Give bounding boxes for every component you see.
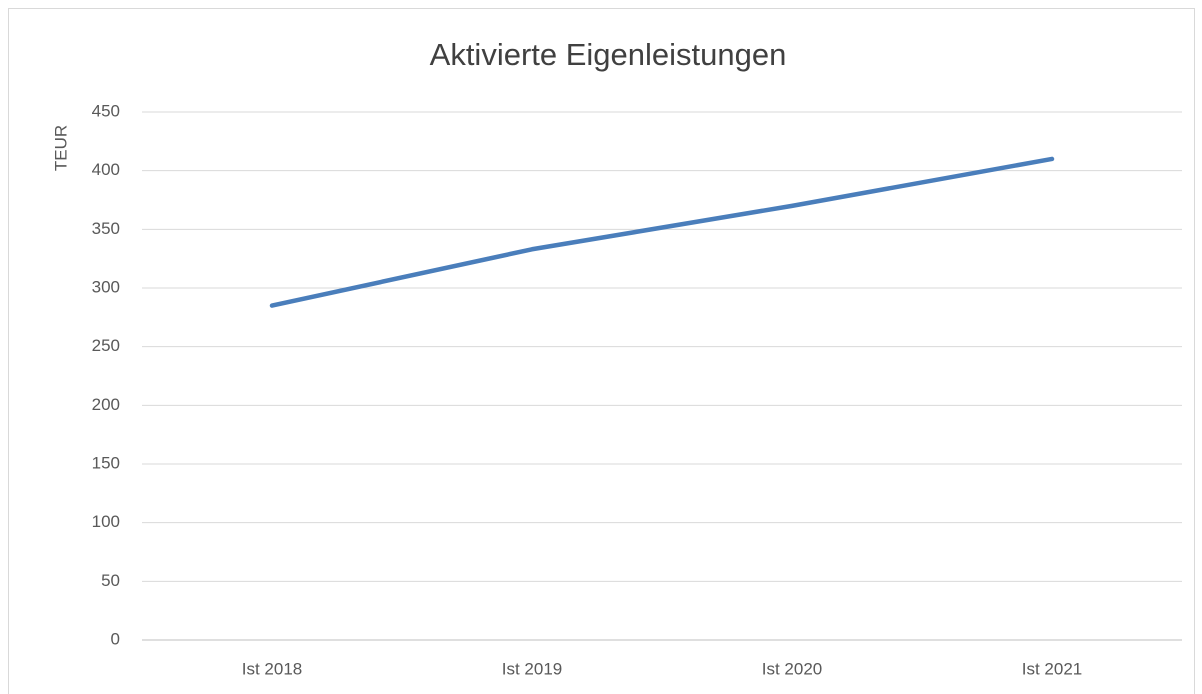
x-tick-label: Ist 2020	[762, 659, 823, 678]
y-tick-label: 0	[111, 629, 120, 648]
chart-frame	[8, 8, 1195, 694]
y-tick-label: 300	[92, 277, 120, 296]
x-tick-label: Ist 2019	[502, 659, 563, 678]
chart-title: Aktivierte Eigenleistungen	[430, 37, 787, 72]
y-tick-label: 200	[92, 395, 120, 414]
y-tick-label: 100	[92, 512, 120, 531]
y-tick-label: 250	[92, 336, 120, 355]
y-axis-label: TEUR	[51, 125, 70, 171]
x-tick-label: Ist 2018	[242, 659, 303, 678]
y-tick-label: 350	[92, 219, 120, 238]
x-tick-label: Ist 2021	[1022, 659, 1083, 678]
y-tick-label: 150	[92, 453, 120, 472]
y-tick-label: 400	[92, 160, 120, 179]
data-line	[269, 156, 1055, 308]
y-tick-label: 50	[101, 571, 120, 590]
y-tick-label: 450	[92, 101, 120, 120]
